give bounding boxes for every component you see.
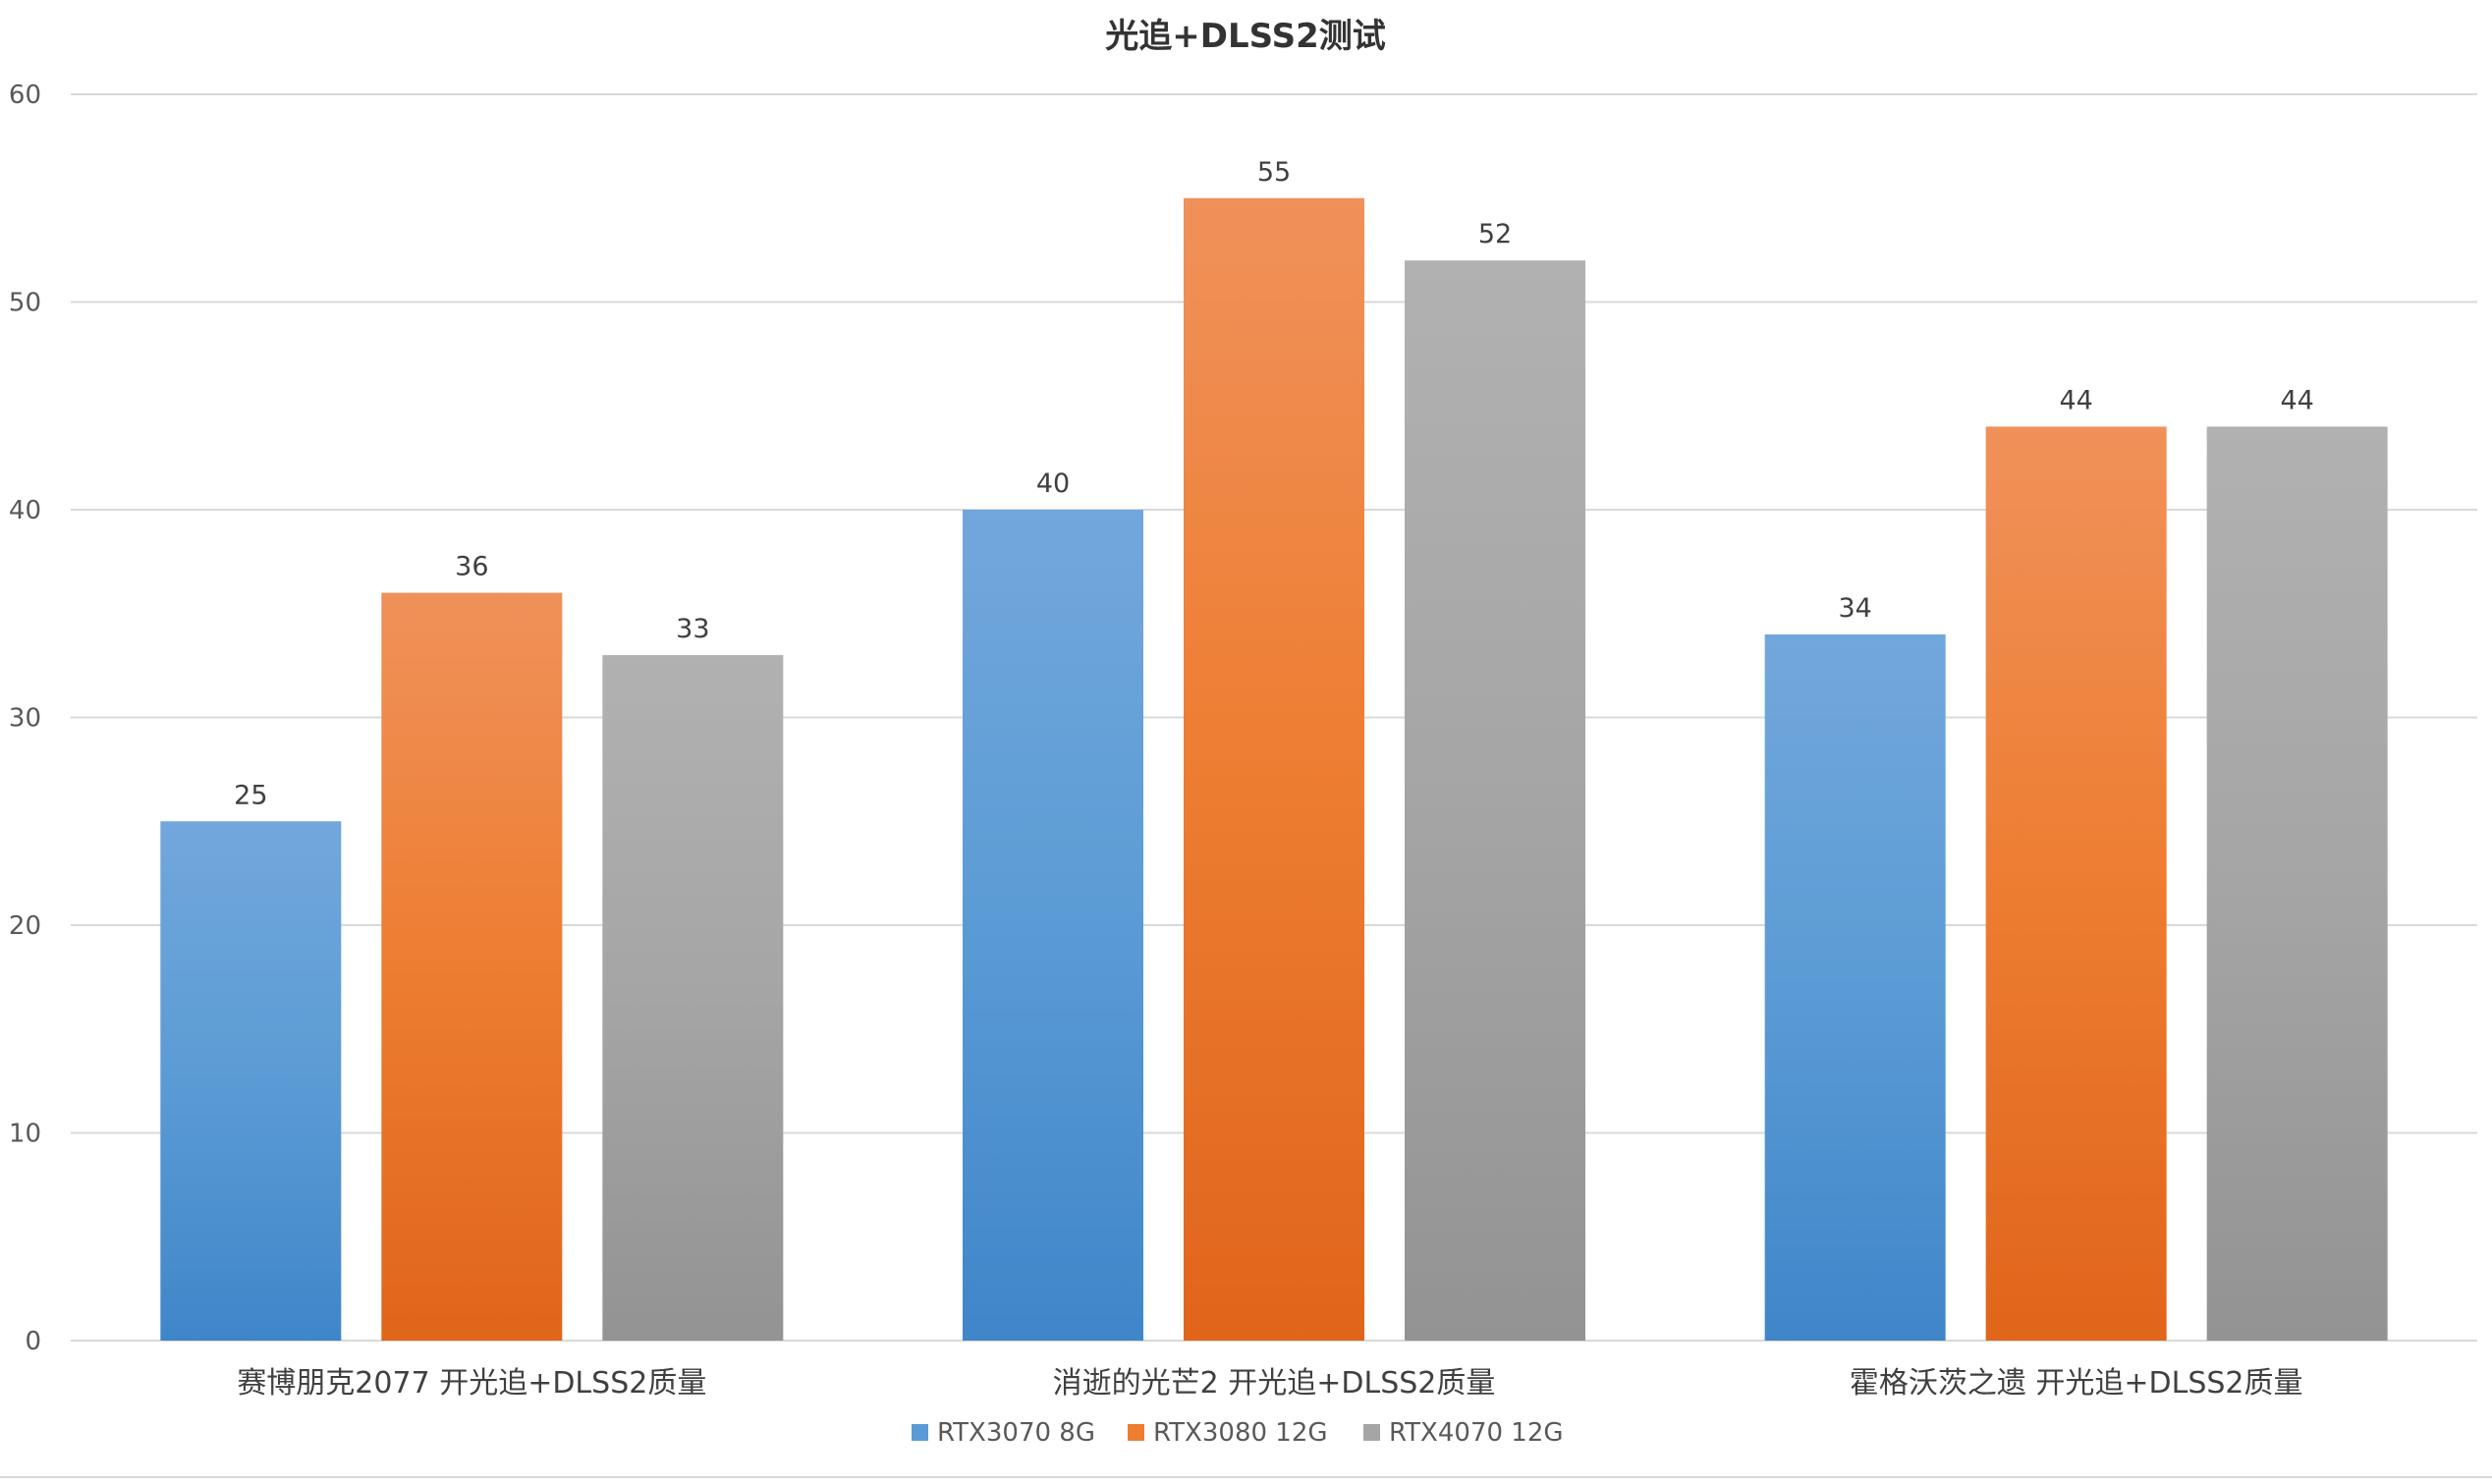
legend-label: RTX3070 8G (937, 1418, 1095, 1448)
legend-swatch (1128, 1424, 1144, 1441)
x-axis-labels: 赛博朋克2077 开光追+DLSS2质量 消逝的光芒2 开光追+DLSS2质量 霍格… (237, 1366, 2302, 1401)
bar (2206, 426, 2388, 1341)
data-labels: 25 36 33 40 55 52 34 44 44 (234, 157, 2314, 811)
y-tick-label: 50 (9, 289, 41, 318)
bar (1764, 633, 1946, 1341)
y-tick-label: 0 (25, 1327, 41, 1356)
legend-label: RTX4070 12G (1389, 1418, 1564, 1448)
bar (1184, 197, 1364, 1341)
x-tick-label: 霍格沃茨之遗 开光追+DLSS2质量 (1850, 1366, 2303, 1401)
legend: RTX3070 8G RTX3080 12G RTX4070 12G (912, 1418, 1564, 1448)
data-label: 25 (234, 780, 267, 810)
y-tick-label: 10 (9, 1120, 41, 1149)
y-tick-label: 40 (9, 496, 41, 525)
legend-swatch (912, 1424, 928, 1441)
bar (1985, 426, 2167, 1341)
y-tick-label: 60 (9, 81, 41, 110)
x-tick-label: 赛博朋克2077 开光追+DLSS2质量 (237, 1366, 706, 1401)
data-label: 44 (2280, 385, 2313, 415)
data-label: 40 (1036, 468, 1070, 499)
y-tick-label: 30 (9, 704, 41, 734)
bottom-divider (0, 1476, 2492, 1478)
bar (963, 510, 1143, 1341)
bars (160, 197, 2388, 1342)
bar (602, 655, 784, 1341)
data-label: 36 (455, 552, 488, 582)
x-tick-label: 消逝的光芒2 开光追+DLSS2质量 (1053, 1366, 1496, 1401)
data-label: 34 (1838, 593, 1871, 624)
data-label: 44 (2059, 385, 2092, 415)
legend-swatch (1363, 1424, 1380, 1441)
data-label: 52 (1478, 219, 1512, 249)
y-tick-label: 20 (9, 911, 41, 941)
bar (381, 592, 563, 1341)
bar (160, 821, 342, 1341)
chart-title: 光追+DLSS2测试 (1105, 17, 1385, 56)
data-label: 55 (1257, 157, 1291, 188)
legend-label: RTX3080 12G (1153, 1418, 1328, 1448)
bar (1405, 260, 1585, 1342)
data-label: 33 (676, 614, 709, 644)
y-axis-ticks: 0 10 20 30 40 50 60 (9, 81, 41, 1356)
